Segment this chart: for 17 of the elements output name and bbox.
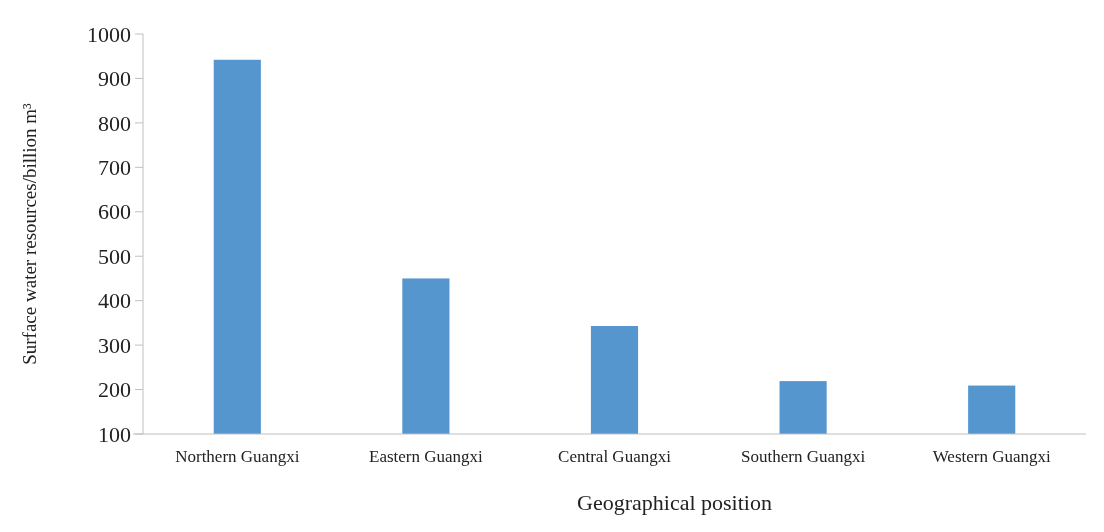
y-tick-label: 200 [98,377,131,403]
x-tick-label: Southern Guangxi [741,447,866,466]
x-tick-label: Northern Guangxi [175,447,300,466]
y-tick-label: 700 [98,155,131,181]
x-axis-title: Geographical position [577,490,772,515]
y-tick-label: 600 [98,199,131,225]
x-tick-label: Western Guangxi [932,447,1052,466]
x-tick-label: Central Guangxi [558,447,672,466]
y-tick-label: 1000 [87,21,131,47]
x-tick-label: Eastern Guangxi [369,447,484,466]
y-tick-label: 300 [98,332,131,358]
y-tick-label: 100 [98,421,131,447]
y-axis-title: Surface water resources/billion m³ [19,102,40,365]
y-tick-label: 400 [98,288,131,314]
y-tick-label: 500 [98,243,131,269]
y-tick-label: 900 [98,66,131,92]
y-tick-label: 800 [98,110,131,136]
